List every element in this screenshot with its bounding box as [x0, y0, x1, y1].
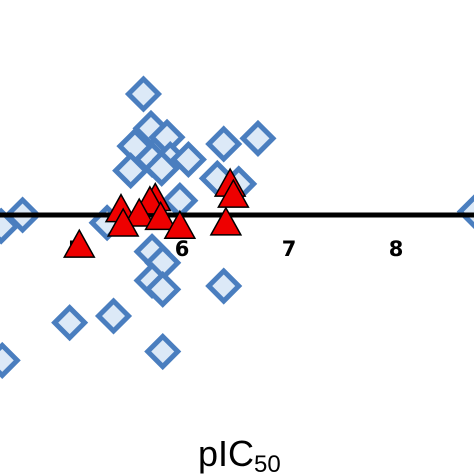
diamond-point [94, 297, 133, 335]
diamond-point [239, 119, 277, 157]
x-axis-title-subscript: 50 [254, 451, 281, 474]
triangle-point [163, 209, 197, 239]
diamond-series [0, 75, 474, 379]
triangle-point [209, 206, 243, 236]
triangle-point [217, 178, 250, 208]
diamond-point [169, 140, 207, 179]
diamond-point [144, 332, 182, 371]
diamond-point [144, 270, 182, 308]
diamond-point [0, 341, 21, 379]
x-tick-label: 8 [389, 237, 404, 261]
diamond-point [205, 125, 243, 163]
triangle-point [106, 207, 140, 237]
triangle-point [63, 228, 96, 258]
triangle-point [122, 197, 156, 227]
x-tick-label: 7 [282, 237, 297, 261]
triangle-point [144, 200, 177, 231]
x-axis-title-main: pIC [198, 433, 254, 474]
triangle-series [63, 167, 250, 258]
diamond-point [0, 207, 20, 245]
x-tick-labels: 5678 [68, 237, 404, 261]
x-axis-title: pIC50 [198, 433, 281, 474]
x-tick-label: 6 [175, 237, 190, 261]
diamond-point [205, 267, 243, 305]
diamond-point [112, 152, 150, 190]
diamond-point [143, 149, 181, 187]
diamond-point [124, 75, 163, 113]
diamond-point [456, 194, 474, 230]
diamond-point [51, 304, 89, 342]
